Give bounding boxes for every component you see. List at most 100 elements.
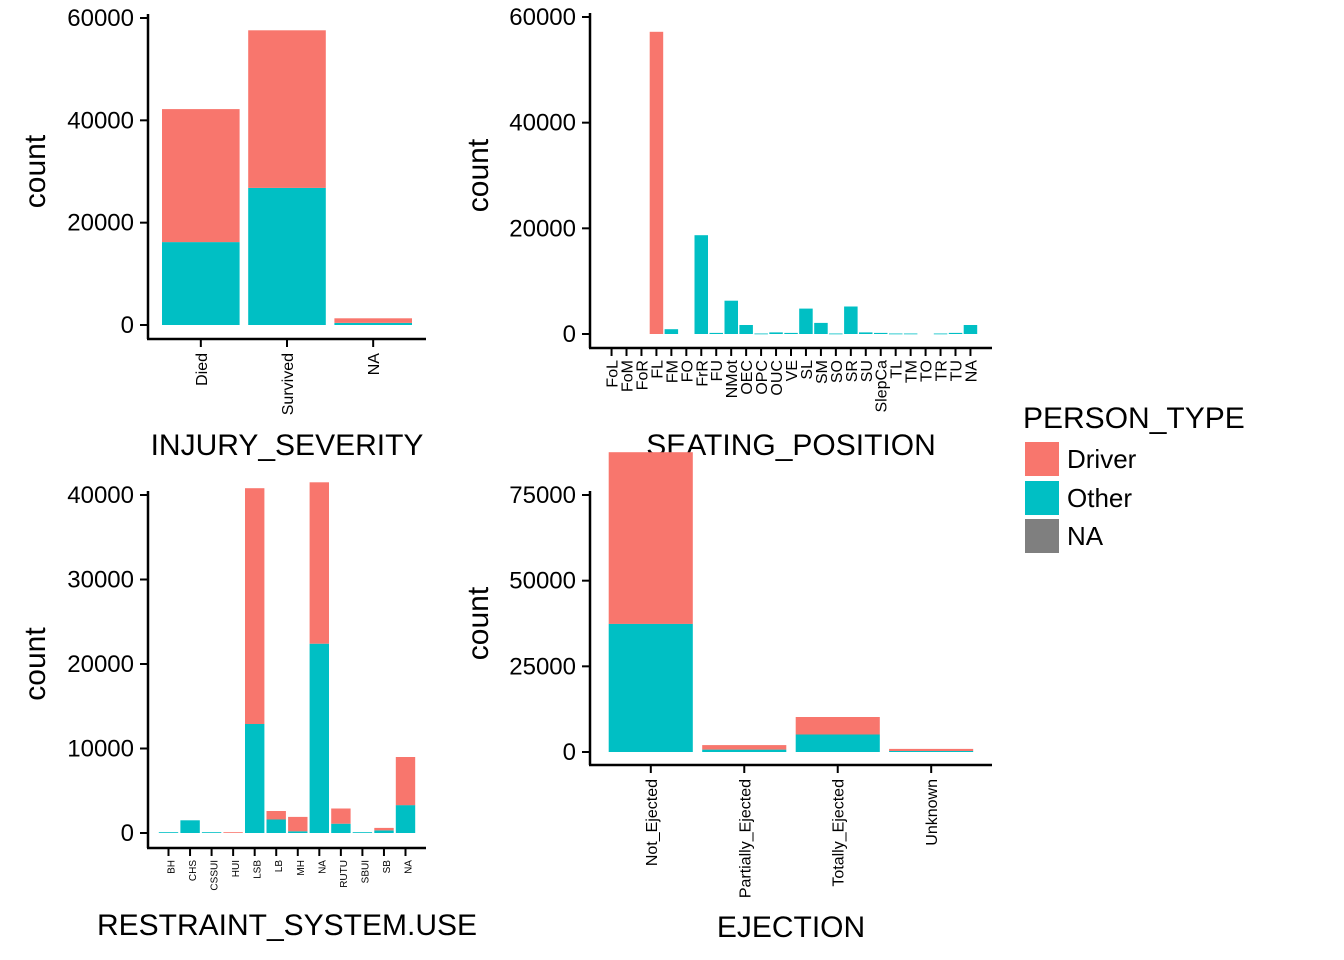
y-axis-title: count xyxy=(462,586,495,660)
bar-seating-8-other xyxy=(724,300,738,334)
x-tick-label: Partially_Ejected xyxy=(737,779,754,898)
bar-seating-14-other xyxy=(814,322,828,334)
x-tick-label: Unknown xyxy=(924,779,941,846)
y-tick-label: 20000 xyxy=(67,651,134,678)
x-tick-label: FL xyxy=(649,360,666,379)
x-tick-label: NA xyxy=(317,860,328,874)
x-tick-label: BH xyxy=(167,860,178,874)
bar-ejection-1-other xyxy=(702,749,787,752)
x-tick-label: SBUI xyxy=(360,860,371,883)
x-tick-label: FoR xyxy=(634,360,651,390)
bar-restraint-3-driver xyxy=(223,832,243,833)
x-tick-label: LSB xyxy=(253,860,264,879)
bar-ejection-0-other xyxy=(608,623,693,752)
x-tick-label: FrR xyxy=(694,360,711,387)
bars-restraint: BH CHS CSSUI HUI LSB LB MH NA RUTU SBUI SB NA xyxy=(158,482,416,891)
bar-seating-17-other xyxy=(859,332,873,334)
legend-title: PERSON_TYPE xyxy=(1023,402,1245,435)
x-tick-label: Totally_Ejected xyxy=(831,779,848,887)
bar-injury-2-other xyxy=(334,323,412,325)
y-tick-label: 0 xyxy=(121,312,134,339)
bar-restraint-6-driver xyxy=(288,816,308,832)
y-tick-label: 60000 xyxy=(509,4,576,31)
x-tick-label: MH xyxy=(296,860,307,876)
x-tick-label: FM xyxy=(664,360,681,383)
bar-restraint-5-driver xyxy=(266,811,286,820)
bar-seating-22-other xyxy=(933,333,948,335)
x-tick-label: FO xyxy=(679,360,696,382)
x-tick-label: Died xyxy=(194,353,211,386)
x-tick-label: SB xyxy=(382,860,393,874)
bar-injury-1-other xyxy=(248,187,326,325)
x-axis-title: EJECTION xyxy=(717,911,865,944)
y-tick-label: 40000 xyxy=(67,482,134,509)
x-axis-title: SEATING_POSITION xyxy=(646,429,936,462)
legend-label-na: NA xyxy=(1067,521,1104,551)
bar-restraint-8-other xyxy=(331,823,351,833)
bar-seating-9-other xyxy=(739,325,753,334)
bar-restraint-11-driver xyxy=(395,757,416,806)
x-tick-label: VE xyxy=(784,360,801,381)
x-tick-label: Not_Ejected xyxy=(644,779,661,866)
x-tick-label: NA xyxy=(963,360,980,383)
bar-ejection-2-driver xyxy=(795,717,880,735)
y-tick-label: 0 xyxy=(563,321,576,348)
x-tick-label: OPC xyxy=(754,360,771,395)
x-tick-label: SlepCa xyxy=(874,360,891,413)
bar-restraint-11-other xyxy=(395,805,416,833)
x-tick-label: CSSUI xyxy=(210,860,221,891)
y-tick-label: 25000 xyxy=(509,653,576,680)
bar-seating-13-other xyxy=(799,308,813,334)
bar-seating-24-other xyxy=(963,325,978,334)
x-tick-label: FU xyxy=(709,360,726,381)
bars-ejection: Not_Ejected Partially_Ejected Totally_Ejec… xyxy=(608,452,974,898)
x-tick-label: SM xyxy=(814,360,831,384)
bar-seating-7-other xyxy=(709,332,723,334)
x-tick-label: LB xyxy=(274,860,285,873)
y-axis-title: count xyxy=(462,138,495,212)
bar-seating-12-other xyxy=(784,332,798,334)
x-tick-label: NA xyxy=(403,860,414,874)
bar-seating-19-other xyxy=(889,333,903,335)
y-tick-label: 75000 xyxy=(509,482,576,509)
bar-seating-16-other xyxy=(844,306,858,334)
bars-injury: Died Survived NA xyxy=(162,30,412,415)
y-tick-label: 50000 xyxy=(509,568,576,595)
bar-restraint-8-driver xyxy=(331,808,351,824)
x-axis-title: INJURY_SEVERITY xyxy=(151,429,424,462)
bar-restraint-10-driver xyxy=(374,827,394,831)
x-tick-label: TL xyxy=(889,360,906,379)
legend-swatch-other xyxy=(1025,481,1059,515)
legend: PERSON_TYPE Driver Other NA xyxy=(1023,402,1245,553)
y-tick-label: 40000 xyxy=(67,107,134,134)
panel-ejection: Not_Ejected Partially_Ejected Totally_Ejec… xyxy=(462,452,992,944)
y-axis-title: count xyxy=(19,134,52,208)
panel-injury: Died Survived NA 0 20000 40000 60000 INJURY_SEV… xyxy=(19,5,426,462)
bars-seating: FoLFoMFoRFLFMFOFrRFUNMotOECOPCOUCVESLSMS… xyxy=(605,31,980,413)
x-tick-label: TU xyxy=(948,360,965,381)
x-tick-label: SU xyxy=(859,360,876,382)
x-tick-label: TO xyxy=(919,360,936,382)
panel-restraint: BH CHS CSSUI HUI LSB LB MH NA RUTU SBUI SB NA 0 10000… xyxy=(19,482,477,942)
legend-label-other: Other xyxy=(1067,483,1132,513)
x-tick-label: FoM xyxy=(620,360,637,392)
bar-ejection-3-driver xyxy=(889,748,974,751)
bar-restraint-6-other xyxy=(288,831,308,833)
legend-swatch-driver xyxy=(1025,442,1059,476)
x-tick-label: SR xyxy=(844,360,861,382)
bar-restraint-7-other xyxy=(309,643,329,833)
bar-restraint-1-other xyxy=(180,820,200,833)
x-tick-label: SO xyxy=(829,360,846,383)
bar-restraint-10-other xyxy=(374,830,394,833)
x-tick-label: OUC xyxy=(769,360,786,396)
bar-seating-18-other xyxy=(874,332,888,334)
x-axis-title: RESTRAINT_SYSTEM.USE xyxy=(97,909,477,942)
bar-injury-1-driver xyxy=(248,30,326,188)
bar-injury-0-driver xyxy=(162,109,240,243)
panel-seating: FoLFoMFoRFLFMFOFrRFUNMotOECOPCOUCVESLSMS… xyxy=(462,4,992,462)
bar-restraint-0-other xyxy=(158,832,179,833)
y-tick-label: 20000 xyxy=(509,215,576,242)
x-tick-label: TR xyxy=(934,360,951,381)
x-tick-label: CHS xyxy=(188,860,199,881)
